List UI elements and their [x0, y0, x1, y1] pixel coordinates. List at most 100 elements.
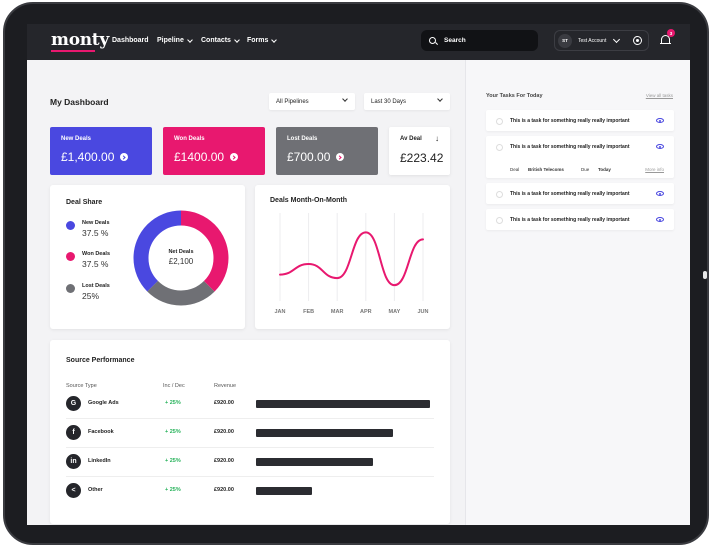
top-navigation: monty Dashboard Pipeline Contacts Forms … [27, 24, 690, 60]
chart-title: Deals Month-On-Month [270, 197, 347, 204]
donut-chart [133, 210, 229, 306]
tasks-panel: Your Tasks For Today View all tasks This… [465, 60, 690, 525]
nav-contacts-label: Contacts [201, 37, 231, 44]
nav-dashboard[interactable]: Dashboard [112, 37, 149, 44]
stat-label: New Deals [61, 136, 92, 142]
table-row[interactable]: G Google Ads + 25% £920.00 [66, 390, 434, 419]
account-menu[interactable]: ST Test Account [554, 30, 649, 51]
revenue-bar [256, 487, 312, 495]
card-title: Deal Share [66, 199, 103, 206]
search-input[interactable] [444, 37, 524, 44]
task-due-label: Due [581, 167, 590, 172]
facebook-icon: f [66, 425, 81, 440]
view-all-tasks-link[interactable]: View all tasks [645, 93, 673, 98]
source-revenue: £920.00 [214, 487, 234, 493]
legend-won-deals: Won Deals 37.5 % [66, 251, 110, 269]
stat-label: Av Deal [400, 136, 422, 142]
chevron-down-icon [187, 36, 193, 43]
table-row[interactable]: < Other + 25% £920.00 [66, 477, 434, 506]
period-select[interactable]: Last 30 Days [364, 93, 450, 110]
notification-badge: 3 [667, 29, 675, 37]
stat-label: Lost Deals [287, 136, 318, 142]
task-checkbox[interactable] [496, 217, 503, 224]
source-performance-card: Source Performance Source Type Inc / Dec… [50, 340, 450, 524]
source-name: Facebook [88, 429, 114, 435]
nav-dashboard-label: Dashboard [112, 37, 149, 44]
task-more-info-link[interactable]: More info [645, 167, 664, 172]
task-checkbox[interactable] [496, 118, 503, 125]
source-inc: + 25% [165, 487, 181, 493]
donut-center-value: £2,100 [168, 257, 194, 266]
task-item-expanded[interactable]: This is a task for something really real… [486, 136, 674, 178]
stat-value: £1,400.00 [61, 150, 115, 164]
source-inc: + 25% [165, 400, 181, 406]
series-line [279, 231, 424, 287]
column-header: Source Type [66, 383, 97, 389]
bell-icon[interactable] [660, 34, 671, 46]
eye-icon[interactable] [656, 144, 664, 149]
arrow-up-icon [230, 153, 239, 161]
legend-name: New Deals [82, 220, 110, 226]
linkedin-icon: in [66, 454, 81, 469]
task-text: This is a task for something really real… [510, 191, 630, 197]
stat-value: £1400.00 [174, 150, 225, 164]
source-revenue: £920.00 [214, 429, 234, 435]
source-inc: + 25% [165, 458, 181, 464]
nav-forms-label: Forms [247, 37, 269, 44]
stat-value: £700.00 [287, 150, 331, 164]
x-tick-label: MAR [331, 309, 344, 315]
eye-icon[interactable] [656, 191, 664, 196]
nav-contacts[interactable]: Contacts [201, 36, 240, 44]
task-checkbox[interactable] [496, 191, 503, 198]
source-name: Other [88, 487, 103, 493]
revenue-bar [256, 458, 373, 466]
avatar: ST [558, 33, 572, 48]
task-item[interactable]: This is a task for something really real… [486, 110, 674, 131]
source-name: Google Ads [88, 400, 119, 406]
nav-forms[interactable]: Forms [247, 36, 278, 44]
x-tick-label: FEB [303, 309, 314, 315]
table-row[interactable]: f Facebook + 25% £920.00 [66, 419, 434, 448]
logo[interactable]: monty [51, 30, 109, 50]
donut-new-slice [133, 210, 229, 306]
pipeline-select[interactable]: All Pipelines [269, 93, 355, 110]
table-row[interactable]: in LinkedIn + 25% £920.00 [66, 448, 434, 477]
dashboard-main: My Dashboard All Pipelines Last 30 Days … [27, 60, 465, 525]
app-screen: monty Dashboard Pipeline Contacts Forms … [27, 24, 690, 525]
chevron-down-icon [234, 36, 240, 43]
eye-icon[interactable] [656, 118, 664, 123]
revenue-bar [256, 400, 430, 408]
task-item[interactable]: This is a task for something really real… [486, 209, 674, 230]
nav-pipeline[interactable]: Pipeline [157, 36, 193, 44]
legend-dot [66, 284, 75, 293]
task-item[interactable]: This is a task for something really real… [486, 183, 674, 204]
arrow-down-icon [336, 153, 345, 161]
eye-icon[interactable] [656, 217, 664, 222]
search-box[interactable] [421, 30, 538, 51]
task-text: This is a task for something really real… [510, 217, 630, 223]
gear-icon[interactable] [633, 36, 643, 45]
x-tick-label: JUN [417, 309, 428, 315]
period-select-value: Last 30 Days [371, 98, 407, 105]
x-tick-label: MAY [389, 309, 401, 315]
stat-label: Won Deals [174, 136, 205, 142]
tasks-title: Your Tasks For Today [486, 93, 543, 99]
task-deal-label: Deal [510, 167, 520, 172]
stat-new-deals[interactable]: New Deals £1,400.00 [50, 127, 152, 175]
pipeline-select-value: All Pipelines [276, 98, 309, 105]
donut-center: Net Deals £2,100 [162, 249, 200, 266]
source-inc: + 25% [165, 429, 181, 435]
legend-new-deals: New Deals 37.5 % [66, 220, 110, 238]
account-name: Test Account [578, 37, 607, 44]
legend-pct: 25% [82, 291, 100, 301]
deal-share-card: Deal Share New Deals 37.5 % Won Deals 37… [50, 185, 245, 329]
arrow-down-icon: ↓ [435, 134, 439, 143]
stat-av-deal[interactable]: Av Deal ↓ £223.42 [389, 127, 450, 175]
search-icon [429, 37, 436, 44]
stat-lost-deals[interactable]: Lost Deals £700.00 [276, 127, 378, 175]
task-text: This is a task for something really real… [510, 118, 630, 124]
stat-won-deals[interactable]: Won Deals £1400.00 [163, 127, 265, 175]
line-chart: JAN FEB MAR APR MAY JUN [274, 213, 429, 315]
source-name: LinkedIn [88, 458, 111, 464]
task-checkbox[interactable] [496, 144, 503, 151]
